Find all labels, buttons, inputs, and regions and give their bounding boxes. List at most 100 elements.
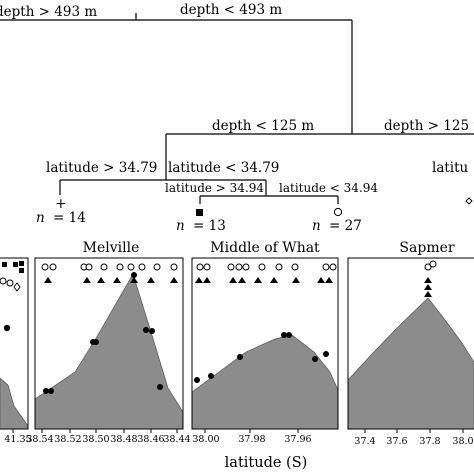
- tick-label: 37.6: [386, 436, 407, 447]
- leaf3-circle-icon: [333, 207, 343, 217]
- split4-right-label: latitude < 34.94: [279, 181, 378, 195]
- filled-circle-marker-icon: [157, 384, 163, 390]
- tick-label: 38.48: [110, 434, 137, 445]
- filled-circle-marker-icon: [93, 339, 99, 345]
- triangle-marker-icon: [424, 284, 432, 290]
- triangle-marker-icon: [130, 277, 138, 283]
- square-marker-icon: [2, 262, 7, 267]
- diamond-marker-icon: [13, 282, 21, 292]
- triangle-marker-icon: [97, 277, 105, 283]
- circle-marker-icon: [275, 263, 283, 271]
- circle-marker-icon: [258, 263, 266, 271]
- leaf2-square-icon: [196, 209, 203, 216]
- triangle-marker-icon: [147, 277, 155, 283]
- panel-middle-of-what: Middle of What: [191, 240, 339, 445]
- triangle-marker-icon: [83, 277, 91, 283]
- panel-1-tick-label: 41.35: [4, 434, 31, 445]
- tick-label: 38.50: [82, 434, 109, 445]
- filled-circle-marker-icon: [194, 377, 200, 383]
- circle-marker-icon: [242, 263, 250, 271]
- circle-marker-icon: [0, 277, 7, 285]
- panel-middle-of-what-title: Middle of What: [210, 240, 320, 256]
- leaf1-n: n: [36, 210, 45, 226]
- filled-circle-marker-icon: [43, 388, 49, 394]
- split3-left-label: latitude > 34.79: [46, 160, 157, 176]
- split3-right-label: latitude < 34.79: [168, 160, 279, 176]
- circle-marker-icon: [227, 263, 235, 271]
- filled-circle-marker-icon: [149, 328, 155, 334]
- leaf3-n-value: = 27: [329, 218, 362, 234]
- panel-1: 41.35: [0, 257, 32, 445]
- filled-circle-marker-icon: [286, 332, 292, 338]
- triangle-marker-icon: [170, 277, 178, 283]
- x-axis-title: latitude (S): [225, 455, 308, 471]
- leaf1-n-value: = 14: [53, 210, 86, 226]
- leaf-cut-diamond-icon: [465, 197, 473, 205]
- panel-melville-bathymetry: [34, 273, 184, 430]
- panel-melville-title: Melville: [83, 240, 140, 256]
- circle-marker-icon: [41, 263, 49, 271]
- triangle-marker-icon: [113, 277, 121, 283]
- panel-sapmer-markers: [424, 260, 437, 297]
- split4-left-label: latitude > 34.94: [165, 181, 264, 195]
- triangle-marker-icon: [317, 277, 325, 283]
- root-left-label: depth > 493 m: [0, 4, 97, 20]
- circle-marker-icon: [116, 263, 124, 271]
- tick-label: 37.4: [354, 436, 375, 447]
- filled-circle-marker-icon: [281, 332, 287, 338]
- triangle-marker-icon: [424, 291, 432, 297]
- triangle-marker-icon: [195, 277, 203, 283]
- tick-label: 38.52: [54, 434, 81, 445]
- filled-circle-marker-icon: [312, 356, 318, 362]
- filled-circle-marker-icon: [208, 373, 214, 379]
- triangle-marker-icon: [424, 277, 432, 283]
- leaf1-plus-icon: +: [55, 196, 67, 212]
- circle-marker-icon: [127, 263, 135, 271]
- split2-right-label: depth > 125 m: [384, 118, 474, 134]
- split2-left-label: depth < 125 m: [212, 118, 314, 134]
- panel-sapmer-bathymetry: [347, 297, 474, 430]
- panel-melville-frame: [34, 257, 184, 430]
- panel-middle-of-what-frame: [191, 257, 339, 430]
- leaf2-n: n: [176, 218, 185, 234]
- panel-melville-markers: [41, 263, 178, 394]
- circle-marker-icon: [6, 279, 14, 287]
- filled-circle-marker-icon: [237, 354, 243, 360]
- circle-marker-icon: [85, 263, 93, 271]
- tick-label: 38.46: [137, 434, 164, 445]
- circle-marker-icon: [235, 263, 243, 271]
- panel-sapmer-frame: [347, 257, 474, 430]
- tick-label: 38.54: [26, 434, 53, 445]
- circle-marker-icon: [49, 263, 57, 271]
- filled-circle-marker-icon: [3, 324, 11, 332]
- circle-marker-icon: [138, 263, 146, 271]
- tick-label: 37.96: [284, 434, 311, 445]
- tick-label: 37.98: [238, 434, 265, 445]
- tick-label: 37.8: [419, 436, 440, 447]
- leaf2-count: n = 13: [176, 218, 226, 234]
- filled-circle-marker-icon: [143, 327, 149, 333]
- triangle-marker-icon: [44, 277, 52, 283]
- filled-circle-marker-icon: [48, 388, 54, 394]
- circle-marker-icon: [153, 263, 161, 271]
- circle-marker-icon: [100, 263, 108, 271]
- square-marker-icon: [13, 262, 18, 267]
- leaf2-n-value: = 13: [193, 218, 226, 234]
- panel-middle-of-what-bathymetry: [191, 334, 339, 430]
- leaf3-n: n: [312, 218, 321, 234]
- panel-sapmer-ticks: 37.4 37.6 37.8 38.0: [354, 429, 474, 447]
- leaf3-count: n = 27: [312, 218, 362, 234]
- tick-label: 38.0: [452, 436, 473, 447]
- circle-marker-icon: [424, 263, 432, 271]
- circle-marker-icon: [170, 263, 178, 271]
- triangle-marker-icon: [254, 277, 262, 283]
- triangle-marker-icon: [238, 277, 246, 283]
- triangle-marker-icon: [229, 277, 237, 283]
- panel-middle-of-what-markers: [194, 263, 337, 383]
- leaf1-count: n = 14: [36, 210, 86, 226]
- panel-melville: Melville: [26, 240, 190, 445]
- circle-marker-icon: [329, 263, 337, 271]
- triangle-marker-icon: [270, 277, 278, 283]
- filled-circle-marker-icon: [323, 351, 329, 357]
